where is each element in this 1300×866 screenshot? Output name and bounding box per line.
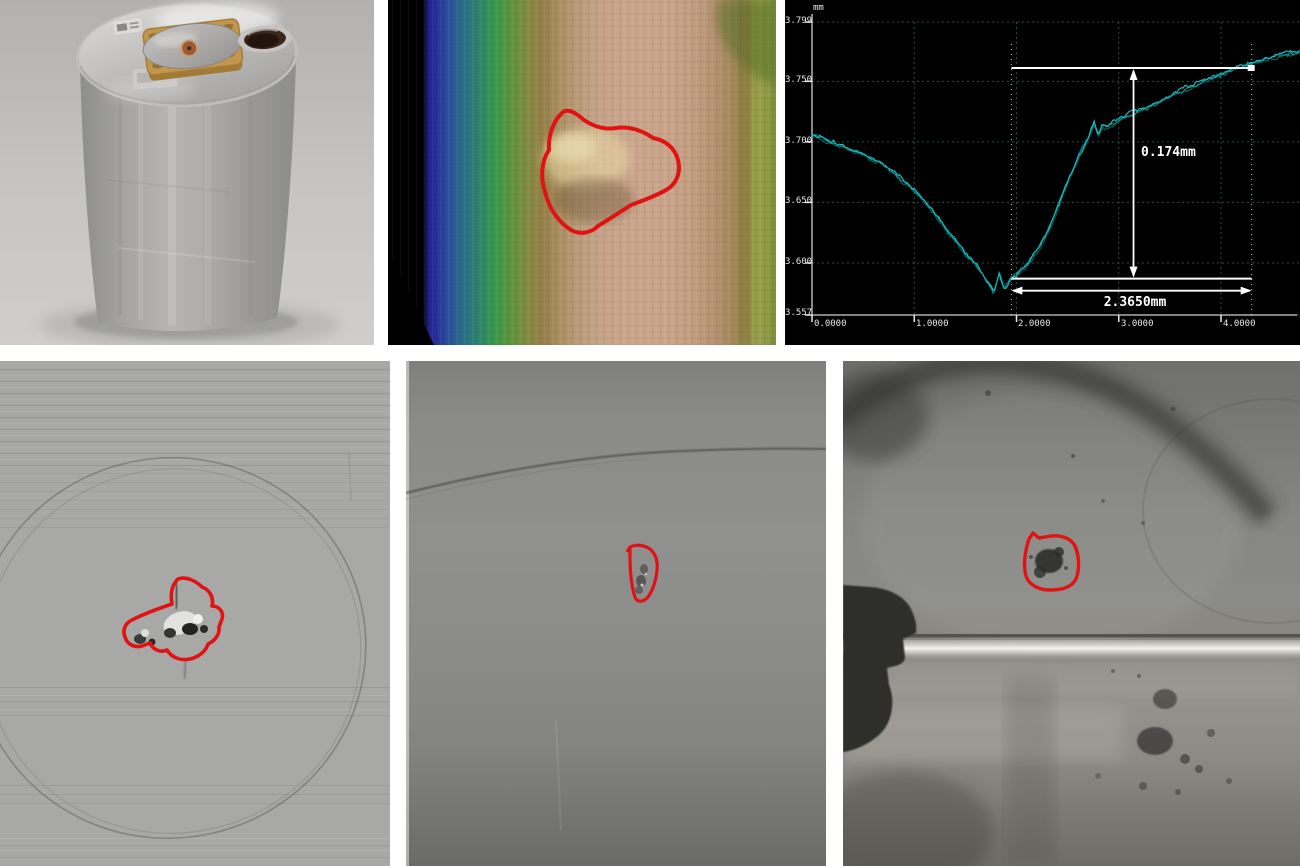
y-tick-label: 3.799 [785,16,813,26]
defect-region [625,543,659,603]
transducer-disc [142,23,242,69]
filler-hole [238,25,292,53]
panel-scan-gray-1 [0,361,390,866]
y-axis-unit: mm [813,3,824,13]
y-tick-label: 3.750 [785,75,813,85]
crack-line [406,447,826,494]
vertical-shadow [1006,679,1054,864]
y-tick-label: 3.600 [785,257,813,267]
weld-highlight-band [843,640,1300,659]
defect-region [1022,531,1081,592]
bottom-left-black-wedge [388,250,434,345]
seam-dark-line [843,634,1300,638]
x-tick-label: 3.0000 [1121,319,1154,329]
cylinder-photo-art [0,0,374,345]
cylinder-body [80,56,296,332]
scan-lines [0,369,390,471]
defect-outline [122,576,225,662]
debris-spots [1095,669,1232,795]
panel-surface-color-scan [388,0,776,345]
defect-region [122,576,225,680]
x-tick-label: 1.0000 [916,319,949,329]
x-tick-label: 4.0000 [1223,319,1256,329]
depth-measurement-label: 0.174mm [1141,145,1196,160]
y-tick-label: 3.650 [785,196,813,206]
scan3-overlay [843,361,1300,866]
panel-depth-profile-chart: mm 3.799 3.750 3.700 3.650 3.600 3.557 0… [785,0,1300,345]
scan1-overlay [0,450,367,840]
surface-scan-overlay [388,0,776,345]
corner-vignette [843,771,993,866]
defect-shadow-patch [554,178,634,222]
x-tick-label: 2.0000 [1018,319,1051,329]
scan-lines [0,687,390,721]
defect-outline [540,108,681,235]
scan-lines [0,785,390,811]
radiograph-background [406,361,826,866]
defect-outline [1022,531,1081,592]
panel-scan-gray-2 [406,361,826,866]
scan-lines [0,838,390,860]
probe-silhouette [843,585,917,752]
scan2-overlay [406,447,826,832]
scan-lines [0,473,390,531]
profile-chart-canvas [805,14,1300,322]
scan-arc-artifact [0,456,367,840]
left-edge-highlight [406,361,409,866]
y-tick-label: 3.557 [785,308,813,318]
barcode-label [113,18,143,35]
width-measurement-label: 2.3650mm [1103,295,1167,310]
y-tick-label: 3.700 [785,136,813,146]
x-tick-label: 0.0000 [814,319,847,329]
panel-cylinder-photo [0,0,374,345]
panel-scan-gray-3 [843,361,1300,866]
defect-outline [625,543,659,603]
